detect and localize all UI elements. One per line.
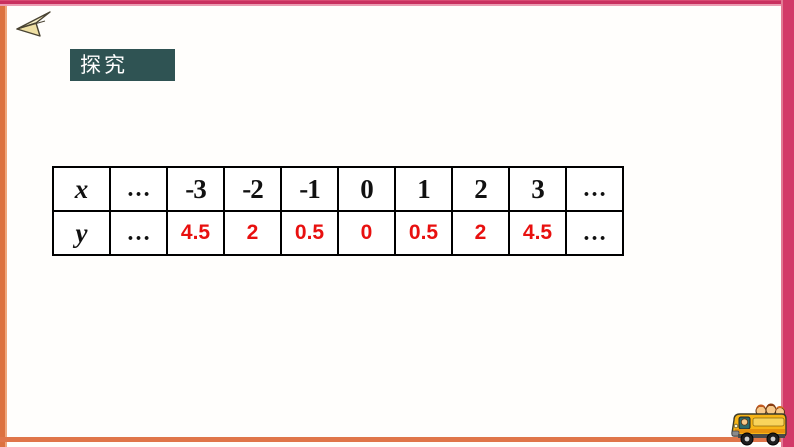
paper-plane-icon: [16, 11, 51, 37]
y-value-cell: 0.5: [394, 210, 453, 256]
y-value-cell: 0: [337, 210, 396, 256]
frame-right-bar: [781, 0, 794, 447]
frame-bottom-bar: [0, 437, 794, 442]
x-ellipsis-cell: …: [565, 166, 624, 212]
x-value-cell: 1: [394, 166, 453, 212]
y-value-cell: 4.5: [508, 210, 567, 256]
x-header-cell: x: [52, 166, 111, 212]
x-value-cell: -1: [280, 166, 339, 212]
y-value-cell: 4.5: [166, 210, 225, 256]
explore-title-box: 探究: [70, 49, 175, 81]
frame-top-bar: [0, 0, 794, 6]
frame-left-bar: [0, 0, 7, 447]
y-value-cell: 2: [223, 210, 282, 256]
y-row: y … 4.5 2 0.5 0 0.5 2 4.5 …: [52, 210, 624, 256]
y-ellipsis-cell: …: [109, 210, 168, 256]
x-value-cell: -2: [223, 166, 282, 212]
x-row: x … -3 -2 -1 0 1 2 3 …: [52, 166, 624, 212]
y-value-cell: 2: [451, 210, 510, 256]
x-value-cell: -3: [166, 166, 225, 212]
y-value-cell: 0.5: [280, 210, 339, 256]
x-value-cell: 3: [508, 166, 567, 212]
y-ellipsis-cell: …: [565, 210, 624, 256]
x-value-cell: 0: [337, 166, 396, 212]
school-bus-icon: [731, 403, 787, 446]
x-ellipsis-cell: …: [109, 166, 168, 212]
y-header-cell: y: [52, 210, 111, 256]
x-value-cell: 2: [451, 166, 510, 212]
values-table: x … -3 -2 -1 0 1 2 3 … y … 4.5 2 0.5 0 0…: [52, 166, 624, 256]
explore-title-label: 探究: [80, 53, 128, 77]
